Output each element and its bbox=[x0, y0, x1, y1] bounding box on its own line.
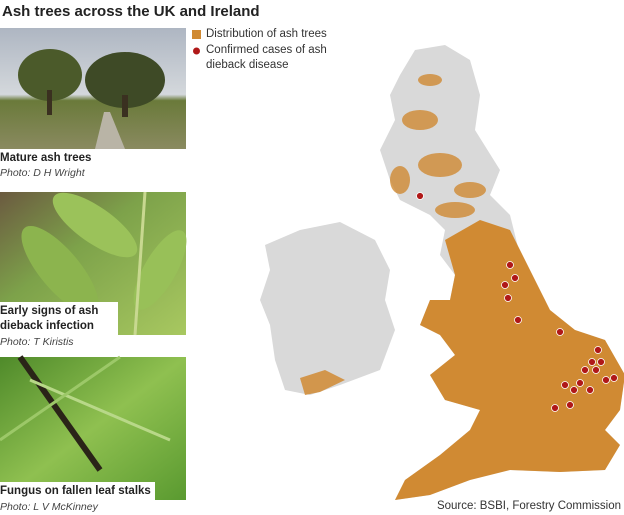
photo-caption: Fungus on fallen leaf stalks bbox=[0, 482, 155, 501]
photo-caption: Early signs of ash dieback infection bbox=[0, 302, 118, 336]
photo-1 bbox=[0, 28, 186, 149]
legend-item: Distribution of ash trees bbox=[206, 28, 327, 40]
title: Ash trees across the UK and Ireland bbox=[2, 3, 260, 20]
photo-caption: Mature ash trees bbox=[0, 149, 96, 168]
ireland bbox=[260, 222, 395, 395]
photo-credit: Photo: D H Wright bbox=[0, 167, 85, 179]
map bbox=[260, 45, 624, 500]
source: Source: BSBI, Forestry Commission bbox=[436, 500, 621, 512]
legend-item: Confirmed cases of ash dieback disease bbox=[206, 44, 327, 71]
england-wales-ash bbox=[395, 220, 624, 500]
legend-swatch-cases bbox=[193, 47, 200, 55]
ireland-ash bbox=[300, 370, 345, 395]
photo-credit: Photo: T Kiristis bbox=[0, 336, 74, 348]
scotland-ash bbox=[390, 74, 486, 218]
photo-3 bbox=[0, 355, 186, 500]
dieback-cases bbox=[416, 192, 618, 412]
photo-credit: Photo: L V McKinney bbox=[0, 501, 98, 513]
legend-swatch-ash bbox=[192, 30, 201, 39]
